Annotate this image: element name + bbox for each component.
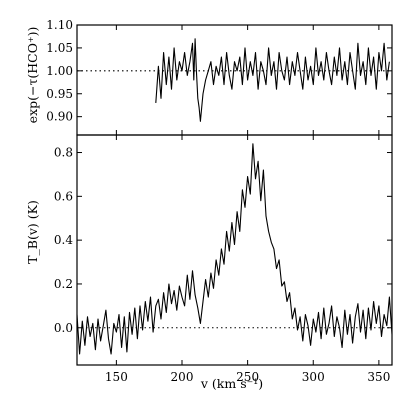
bottom-y-tick-label: 0.4 bbox=[54, 233, 73, 247]
bottom-y-tick-label: 0.2 bbox=[54, 277, 73, 291]
x-tick-label: 350 bbox=[367, 370, 390, 384]
top-y-tick-label: 1.05 bbox=[46, 41, 73, 55]
top-y-axis-label: exp(−τ(HCO⁺)) bbox=[25, 27, 40, 124]
top-y-tick-label: 1.00 bbox=[46, 64, 73, 78]
x-axis-label: v (km s⁻¹) bbox=[200, 376, 263, 391]
top-panel: 0.90 0.95 1.00 1.05 1.10 bbox=[46, 18, 393, 136]
bottom-axes-frame bbox=[76, 134, 393, 366]
bottom-y-tick-label: 0.8 bbox=[54, 146, 73, 160]
bottom-y-tick-label: 0.6 bbox=[54, 189, 73, 203]
top-y-tick-label: 0.90 bbox=[46, 110, 73, 124]
top-series-line bbox=[155, 38, 390, 122]
bottom-y-axis-label: T_B(v) (K) bbox=[25, 200, 40, 264]
top-y-tick-label: 0.95 bbox=[46, 87, 73, 101]
bottom-series-line bbox=[76, 143, 393, 355]
top-y-tick-label: 1.10 bbox=[46, 18, 73, 32]
x-tick-label: 300 bbox=[302, 370, 325, 384]
bottom-panel: 0.0 0.2 0.4 0.6 0.8 150 200 250 300 350 bbox=[54, 134, 393, 384]
bottom-y-tick-label: 0.0 bbox=[54, 321, 73, 335]
x-tick-label: 150 bbox=[105, 370, 128, 384]
top-axes-frame bbox=[76, 24, 393, 136]
x-tick-label: 250 bbox=[236, 370, 259, 384]
x-tick-label: 200 bbox=[171, 370, 194, 384]
